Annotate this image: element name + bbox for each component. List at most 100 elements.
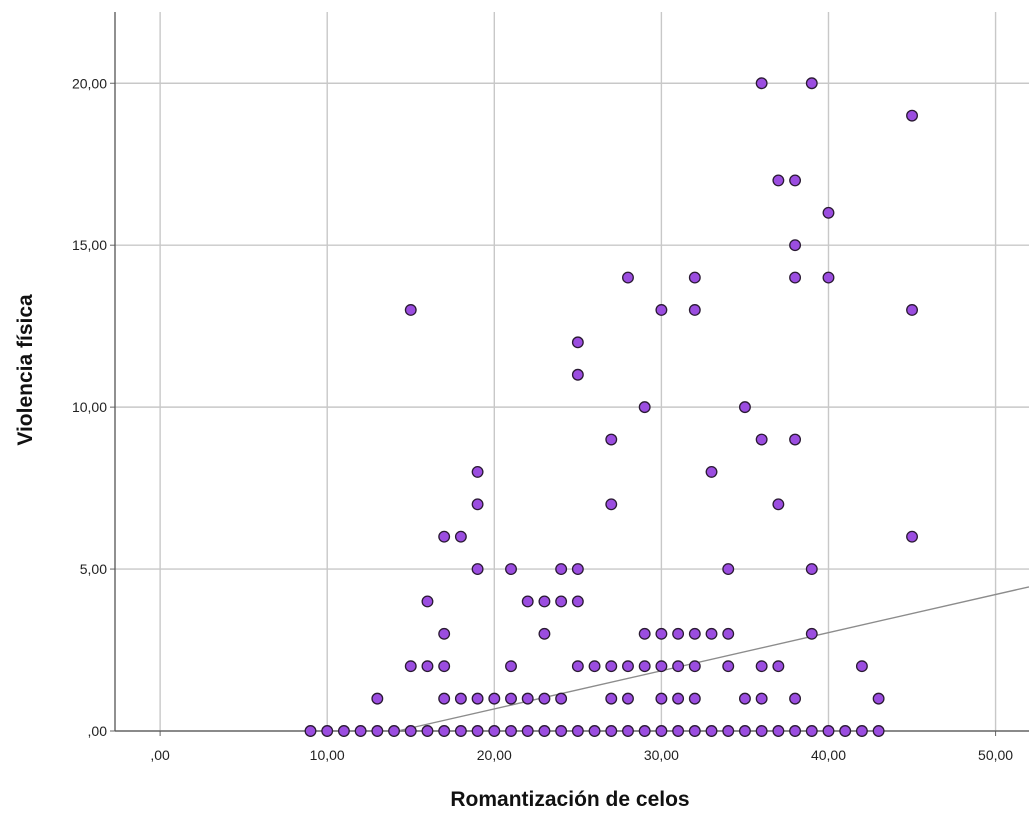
data-point (772, 174, 785, 187)
data-point (638, 660, 651, 673)
data-point (421, 595, 434, 608)
y-axis-title: Violencia física (14, 294, 37, 446)
data-point (521, 595, 534, 608)
data-point (421, 660, 434, 673)
data-point (354, 725, 367, 737)
data-point (588, 660, 601, 673)
data-point (855, 725, 868, 737)
data-point (505, 725, 517, 737)
data-point (605, 660, 618, 673)
data-point (872, 692, 885, 705)
data-point (622, 692, 634, 705)
data-point (571, 660, 584, 673)
data-point (438, 530, 451, 543)
data-point (722, 627, 735, 640)
data-point (605, 433, 618, 446)
data-point (789, 692, 802, 705)
data-point (571, 563, 584, 576)
data-point (505, 660, 517, 673)
data-point (789, 174, 802, 187)
data-point (638, 627, 651, 640)
data-point (688, 627, 701, 640)
data-point (438, 660, 451, 673)
data-point (488, 692, 501, 705)
data-point (471, 563, 484, 576)
x-tick-label: ,00 (150, 747, 170, 763)
data-point (655, 725, 668, 737)
data-point (388, 725, 400, 737)
data-point (605, 692, 618, 705)
data-point (555, 725, 568, 737)
tick-labels: ,00 10,00 20,00 30,00 40,00 50,00 ,00 5,00 10,00… (72, 75, 1013, 763)
data-point (622, 725, 634, 737)
data-point (672, 725, 685, 737)
data-point (605, 498, 618, 511)
data-point (688, 304, 701, 316)
data-point (688, 660, 701, 673)
data-point (304, 725, 317, 737)
data-point (454, 692, 467, 705)
data-point (755, 660, 768, 673)
data-point (571, 336, 584, 349)
data-point (655, 660, 668, 673)
data-point (371, 725, 384, 737)
x-tick-label: 20,00 (477, 747, 512, 763)
y-tick-label: 15,00 (72, 237, 107, 253)
fit-line (397, 586, 1029, 732)
data-point (855, 660, 868, 673)
data-point (688, 692, 701, 705)
data-point (555, 692, 568, 705)
gridlines (115, 12, 1029, 732)
data-point (688, 271, 701, 284)
y-tick-label: 10,00 (72, 399, 107, 415)
data-point (655, 627, 668, 640)
data-point (705, 725, 718, 737)
data-point (471, 498, 484, 511)
data-point (438, 692, 451, 705)
data-point (505, 563, 517, 576)
y-tick-label: 20,00 (72, 75, 107, 91)
data-point (789, 239, 802, 252)
data-point (521, 692, 534, 705)
data-point (538, 595, 551, 608)
data-point (622, 660, 634, 673)
data-point (772, 660, 785, 673)
data-point (404, 660, 417, 673)
data-point (538, 725, 551, 737)
data-point (705, 465, 718, 478)
data-point (471, 725, 484, 737)
data-point (772, 498, 785, 511)
data-point (672, 627, 685, 640)
data-point (555, 563, 568, 576)
data-point (555, 595, 568, 608)
x-tick-label: 50,00 (978, 747, 1013, 763)
data-point (454, 530, 467, 543)
x-tick-label: 40,00 (811, 747, 846, 763)
data-point (404, 725, 417, 737)
x-axis-title: Romantización de celos (450, 788, 689, 811)
data-point (805, 77, 818, 90)
data-point (538, 627, 551, 640)
data-point (471, 465, 484, 478)
data-point (738, 692, 751, 705)
data-point (538, 692, 551, 705)
data-point (371, 692, 384, 705)
x-tick-label: 10,00 (310, 747, 345, 763)
data-point (321, 725, 334, 737)
data-point (822, 271, 835, 284)
data-point (722, 660, 735, 673)
data-point (488, 725, 501, 737)
data-point (638, 401, 651, 414)
data-point (872, 725, 885, 737)
data-point (454, 725, 467, 737)
data-point (471, 692, 484, 705)
data-point (789, 433, 802, 446)
data-point (738, 401, 751, 414)
data-point (822, 725, 835, 737)
fit-line-group (397, 586, 1029, 732)
data-point (672, 660, 685, 673)
data-point (755, 725, 768, 737)
data-point (722, 725, 735, 737)
data-point (404, 304, 417, 316)
data-point (805, 725, 818, 737)
